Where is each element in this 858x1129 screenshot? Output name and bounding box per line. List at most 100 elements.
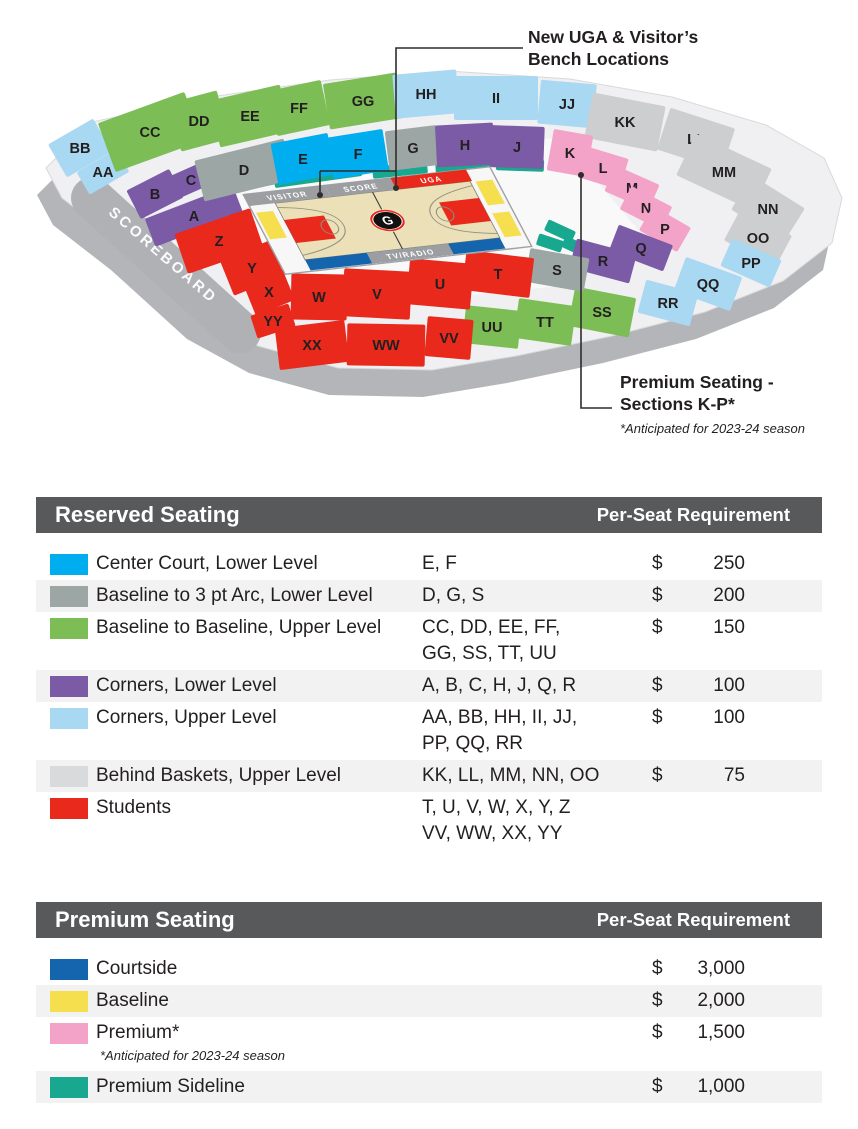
map-section-H[interactable]: H [435, 122, 495, 168]
section-label-XX: XX [302, 338, 322, 354]
premium-table-body: Courtside $3,000 Baseline $2,000 Premium* *An… [36, 938, 822, 1103]
table-row: Baseline to 3 pt Arc, Lower Level D, G, S… [36, 580, 822, 612]
map-section-A[interactable]: A [145, 185, 244, 247]
map-section-II[interactable]: II [454, 76, 538, 120]
section-label-RR: RR [658, 296, 679, 312]
row-note: *Anticipated for 2023-24 season [100, 1048, 286, 1063]
ft-circle-left [320, 219, 340, 235]
section-label-E: E [298, 152, 308, 168]
section-label-UU: UU [482, 320, 503, 336]
map-section-Q[interactable]: Q [609, 225, 673, 272]
map-section-P[interactable]: P [639, 206, 691, 252]
uga-bench-bar [390, 169, 472, 190]
row-amount: 1,500 [697, 1022, 745, 1043]
row-sections: KK, LL, MM, NN, OO [422, 765, 600, 786]
map-section-J[interactable]: J [489, 125, 545, 169]
map-section-S[interactable]: S [524, 248, 590, 292]
map-section-UU[interactable]: UU [462, 305, 522, 349]
premium-seating-table: Premium Seating Per-Seat Requirement Cou… [36, 902, 822, 1103]
reserved-table-title: Reserved Seating [55, 502, 240, 527]
map-section-RR[interactable]: RR [637, 280, 699, 327]
color-swatch [50, 676, 88, 697]
map-section-HH[interactable]: HH [392, 69, 460, 119]
row-sections: E, F [422, 553, 457, 574]
table-row: Corners, Lower Level A, B, C, H, J, Q, R $… [36, 670, 822, 702]
map-section-Z[interactable]: Z [174, 208, 264, 274]
map-section-OO[interactable]: OO [724, 208, 792, 267]
map-section-WW[interactable]: WW [346, 323, 426, 367]
map-section-SS[interactable]: SS [568, 286, 636, 338]
section-label-AA: AA [93, 165, 114, 181]
map-section-BB[interactable]: BB [48, 119, 112, 178]
section-label-A: A [189, 209, 200, 225]
bench-leader-line [395, 47, 523, 171]
map-section-GG[interactable]: GG [323, 72, 403, 130]
premium-table-title: Premium Seating [55, 907, 235, 932]
row-currency: $ [652, 990, 663, 1011]
section-label-G: G [407, 141, 418, 157]
row-label: Behind Baskets, Upper Level [96, 765, 342, 786]
bench-annotation-line2: Bench Locations [528, 49, 669, 69]
premium-annotation: Premium Seating - Sections K-P* *Anticip… [620, 371, 850, 440]
premium-leader-line [580, 176, 612, 409]
score-table-bar [324, 177, 397, 197]
row-currency: $ [652, 707, 663, 728]
map-section-FF[interactable]: FF [268, 80, 330, 136]
premium-dot [578, 172, 584, 178]
color-swatch [50, 586, 88, 607]
row-amount: 1,000 [697, 1076, 745, 1097]
three-pt-right [429, 185, 498, 234]
map-section-KK[interactable]: KK [584, 92, 666, 152]
map-section-T[interactable]: T [462, 250, 534, 298]
section-label-VV: VV [439, 331, 459, 347]
table-row: Center Court, Lower Level E, F $250 [36, 548, 822, 580]
baseline-seats-right-a [475, 179, 505, 206]
map-section-NN[interactable]: NN [731, 176, 805, 243]
map-section-JJ[interactable]: JJ [537, 79, 597, 129]
map-section-XX[interactable]: XX [274, 320, 350, 370]
reserved-table-body: Center Court, Lower Level E, F $250 Baselin… [36, 533, 822, 850]
table-row: Students T, U, V, W, X, Y, Z VV, WW, XX, … [36, 792, 822, 850]
table-row: Courtside $3,000 [36, 953, 822, 985]
row-label: Corners, Lower Level [96, 675, 277, 696]
map-section-F[interactable]: F [327, 129, 389, 179]
baseline-seats-right-b [492, 211, 522, 238]
uga-bar-label: UGA [419, 175, 444, 185]
map-section-G[interactable]: G [384, 125, 442, 171]
map-section-QQ[interactable]: QQ [674, 257, 743, 311]
map-section-TT[interactable]: TT [513, 298, 577, 346]
row-currency: $ [652, 585, 663, 606]
bench-annotation: New UGA & Visitor’s Bench Locations [528, 26, 758, 70]
key-right [439, 198, 491, 226]
color-swatch [50, 991, 88, 1012]
map-section-V[interactable]: V [341, 268, 413, 320]
section-label-NN: NN [758, 202, 779, 218]
premium-table-header: Premium Seating Per-Seat Requirement [36, 902, 822, 938]
table-row: Premium Sideline $1,000 [36, 1071, 822, 1103]
map-section-W[interactable]: W [290, 273, 348, 321]
map-section-U[interactable]: U [406, 258, 474, 310]
row-amount: 75 [723, 765, 745, 786]
map-section-VV[interactable]: VV [424, 316, 474, 360]
row-currency: $ [652, 958, 663, 979]
reserved-per-seat-header: Per-Seat Requirement [596, 504, 790, 525]
premium-annotation-line2: Sections K-P* [620, 394, 735, 414]
section-label-J: J [513, 140, 521, 156]
row-currency: $ [652, 1076, 663, 1097]
color-swatch [50, 708, 88, 729]
section-label-YY: YY [263, 314, 283, 330]
ft-circle-right [435, 206, 455, 222]
baseline-seats-left [256, 210, 287, 240]
key-left [284, 215, 336, 243]
map-section-E[interactable]: E [270, 133, 336, 185]
row-label: Courtside [96, 958, 178, 979]
section-label-WW: WW [372, 338, 400, 354]
row-label: Center Court, Lower Level [96, 553, 318, 574]
row-sections: T, U, V, W, X, Y, Z VV, WW, XX, YY [422, 797, 571, 844]
map-section-PP[interactable]: PP [720, 238, 782, 288]
section-label-B: B [150, 187, 160, 203]
map-section-D[interactable]: D [194, 138, 294, 202]
section-label-GG: GG [352, 94, 375, 110]
row-label: Students [96, 797, 171, 818]
